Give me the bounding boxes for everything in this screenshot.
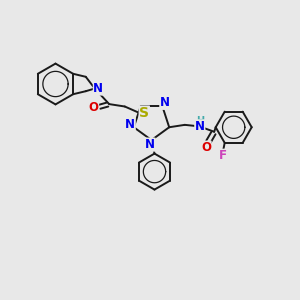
Text: O: O: [201, 141, 211, 154]
Text: N: N: [145, 138, 155, 151]
Text: N: N: [125, 118, 135, 131]
Text: F: F: [219, 149, 227, 162]
Text: N: N: [195, 120, 205, 133]
Text: N: N: [160, 96, 170, 110]
Text: S: S: [139, 106, 149, 120]
Text: O: O: [88, 100, 99, 114]
Text: H: H: [196, 116, 204, 126]
Text: N: N: [93, 82, 103, 95]
